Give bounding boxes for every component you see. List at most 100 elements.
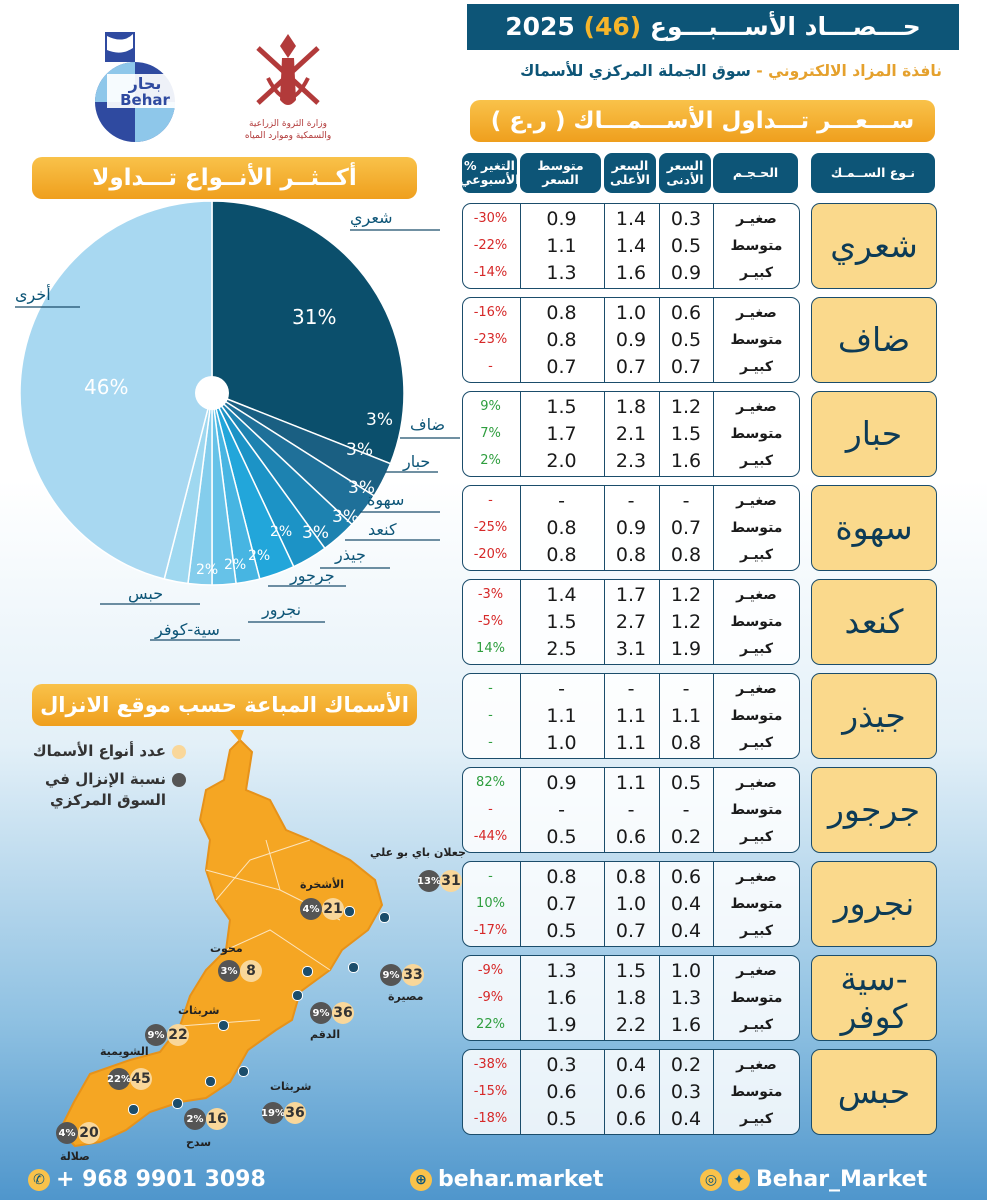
footer-website[interactable]: ⊕ behar.market: [410, 1162, 603, 1198]
behar-en: Behar: [120, 91, 170, 109]
cell-chg: 10%: [476, 896, 505, 911]
pie-percent-label: 2%: [248, 548, 271, 564]
cell-max: 1.4: [615, 235, 647, 257]
cell-min: 0.9: [670, 262, 702, 284]
header-min-price: السعر الأدنى: [659, 153, 711, 193]
cell-max: 1.6: [615, 262, 647, 284]
cell-chg: 9%: [480, 399, 501, 414]
cell-avg: 1.9: [546, 1014, 577, 1036]
site-name: الدقم: [310, 1028, 341, 1041]
cell-avg: 0.8: [546, 866, 577, 888]
pie-percent-label: 3%: [346, 440, 373, 460]
site-species-count: 22: [167, 1024, 189, 1046]
cell-min: 0.2: [670, 1054, 702, 1076]
cell-max: 1.1: [615, 732, 647, 754]
site-name: الأشخرة: [300, 878, 345, 891]
cell-chg: -15%: [473, 1084, 508, 1099]
column-divider: [520, 1050, 521, 1134]
fish-name-0: شعري: [811, 203, 937, 289]
column-divider: [520, 674, 521, 758]
cell-min: 0.2: [670, 826, 702, 848]
cell-avg: 0.9: [546, 772, 577, 794]
cell-avg: 2.0: [546, 450, 577, 472]
pie-label: حبار: [403, 452, 431, 471]
footer-phone[interactable]: ✆ + 968 9901 3098: [28, 1162, 266, 1198]
fish-name-4: كنعد: [811, 579, 937, 665]
site-name: شربثات: [178, 1004, 220, 1017]
column-divider: [659, 768, 660, 852]
cell-chg: -: [488, 493, 493, 508]
cell-max: 1.5: [615, 960, 647, 982]
cell-max: 1.1: [615, 772, 647, 794]
subtitle-window: نافذة المزاد الالكتروني: [768, 62, 942, 80]
pie-percent-label: 3%: [366, 410, 393, 430]
site-name: صلالة: [60, 1150, 90, 1163]
whatsapp-icon: ✆: [28, 1169, 50, 1191]
cell-min: 0.5: [670, 772, 702, 794]
cell-max: 0.8: [615, 866, 647, 888]
site-species-count: 31: [440, 870, 462, 892]
site-landing-percent: 4%: [56, 1122, 78, 1144]
page-title: حـــصـــاد الأســـبـــوع (46) 2025: [467, 4, 959, 50]
pie-percent-label: 2%: [196, 562, 219, 578]
site-landing-percent: 2%: [184, 1108, 206, 1130]
pie-percent-label: 3%: [348, 478, 375, 498]
fish-price-group: صغيـر 0.6 0.8 0.8 - متوسط 0.4 1.0 0.7 10% كبيـر 0.4…: [462, 861, 800, 947]
cell-min: 0.3: [670, 1081, 702, 1103]
cell-max: 0.4: [615, 1054, 647, 1076]
legend-pct-line1: نسبة الإنزال في: [45, 770, 166, 788]
cell-chg: -18%: [473, 1111, 508, 1126]
column-divider: [659, 486, 660, 570]
price-table-banner: ســـعـــر تـــداول الأســـمـــاك ( ر.ع ): [470, 100, 935, 142]
subtitle: نافذة المزاد الالكتروني - سوق الجملة الم…: [430, 62, 942, 88]
cell-min: 0.6: [670, 866, 702, 888]
pie-percent-label: 2%: [270, 524, 293, 540]
cell-min: 0.3: [670, 208, 702, 230]
cell-size: متوسط: [730, 990, 783, 1006]
column-divider: [659, 298, 660, 382]
week-number: (46): [583, 12, 642, 41]
cell-avg: 1.6: [546, 987, 577, 1009]
cell-size: صغيـر: [736, 211, 777, 227]
cell-avg: 0.6: [546, 1081, 577, 1103]
site-species-count: 21: [322, 898, 344, 920]
pie-label: سية-كوفر: [155, 620, 220, 639]
cell-min: 1.6: [670, 1014, 702, 1036]
cell-max: 1.0: [615, 302, 647, 324]
cell-min: 0.4: [670, 893, 702, 915]
cell-avg: -: [558, 799, 565, 821]
cell-chg: 14%: [476, 641, 505, 656]
cell-max: 1.1: [615, 705, 647, 727]
cell-avg: 1.1: [546, 705, 577, 727]
pie-chart-title: أكــثــر الأنــواع تـــداولا: [32, 157, 417, 199]
column-divider: [713, 674, 714, 758]
pie-percent-label: 3%: [302, 523, 329, 543]
cell-size: صغيـر: [736, 587, 777, 603]
column-divider: [520, 486, 521, 570]
cell-size: صغيـر: [736, 399, 777, 415]
fish-price-group: صغيـر 0.2 0.4 0.3 -38% متوسط 0.3 0.6 0.6 -15% كبيـ…: [462, 1049, 800, 1135]
cell-avg: -: [558, 490, 565, 512]
cell-min: 1.3: [670, 987, 702, 1009]
site-landing-percent: 9%: [145, 1024, 167, 1046]
cell-min: 0.8: [670, 544, 702, 566]
column-divider: [713, 580, 714, 664]
pie-label: جيذر: [335, 545, 366, 564]
site-marker: [379, 912, 390, 923]
cell-max: 0.7: [615, 920, 647, 942]
site-name: سدح: [186, 1136, 212, 1149]
site-name: الشويمية: [100, 1045, 149, 1058]
cell-avg: 0.9: [546, 208, 577, 230]
cell-avg: 0.5: [546, 920, 577, 942]
column-divider: [520, 204, 521, 288]
site-species-count: 36: [332, 1002, 354, 1024]
cell-size: صغيـر: [736, 305, 777, 321]
cell-size: متوسط: [730, 708, 783, 724]
footer-social[interactable]: ◎ ✦ Behar_Market: [700, 1162, 927, 1198]
cell-size: كبيـر: [739, 1111, 774, 1127]
cell-max: 1.4: [615, 208, 647, 230]
fish-name-2: حبار: [811, 391, 937, 477]
cell-avg: 0.8: [546, 329, 577, 351]
cell-min: 0.6: [670, 302, 702, 324]
column-divider: [604, 768, 605, 852]
